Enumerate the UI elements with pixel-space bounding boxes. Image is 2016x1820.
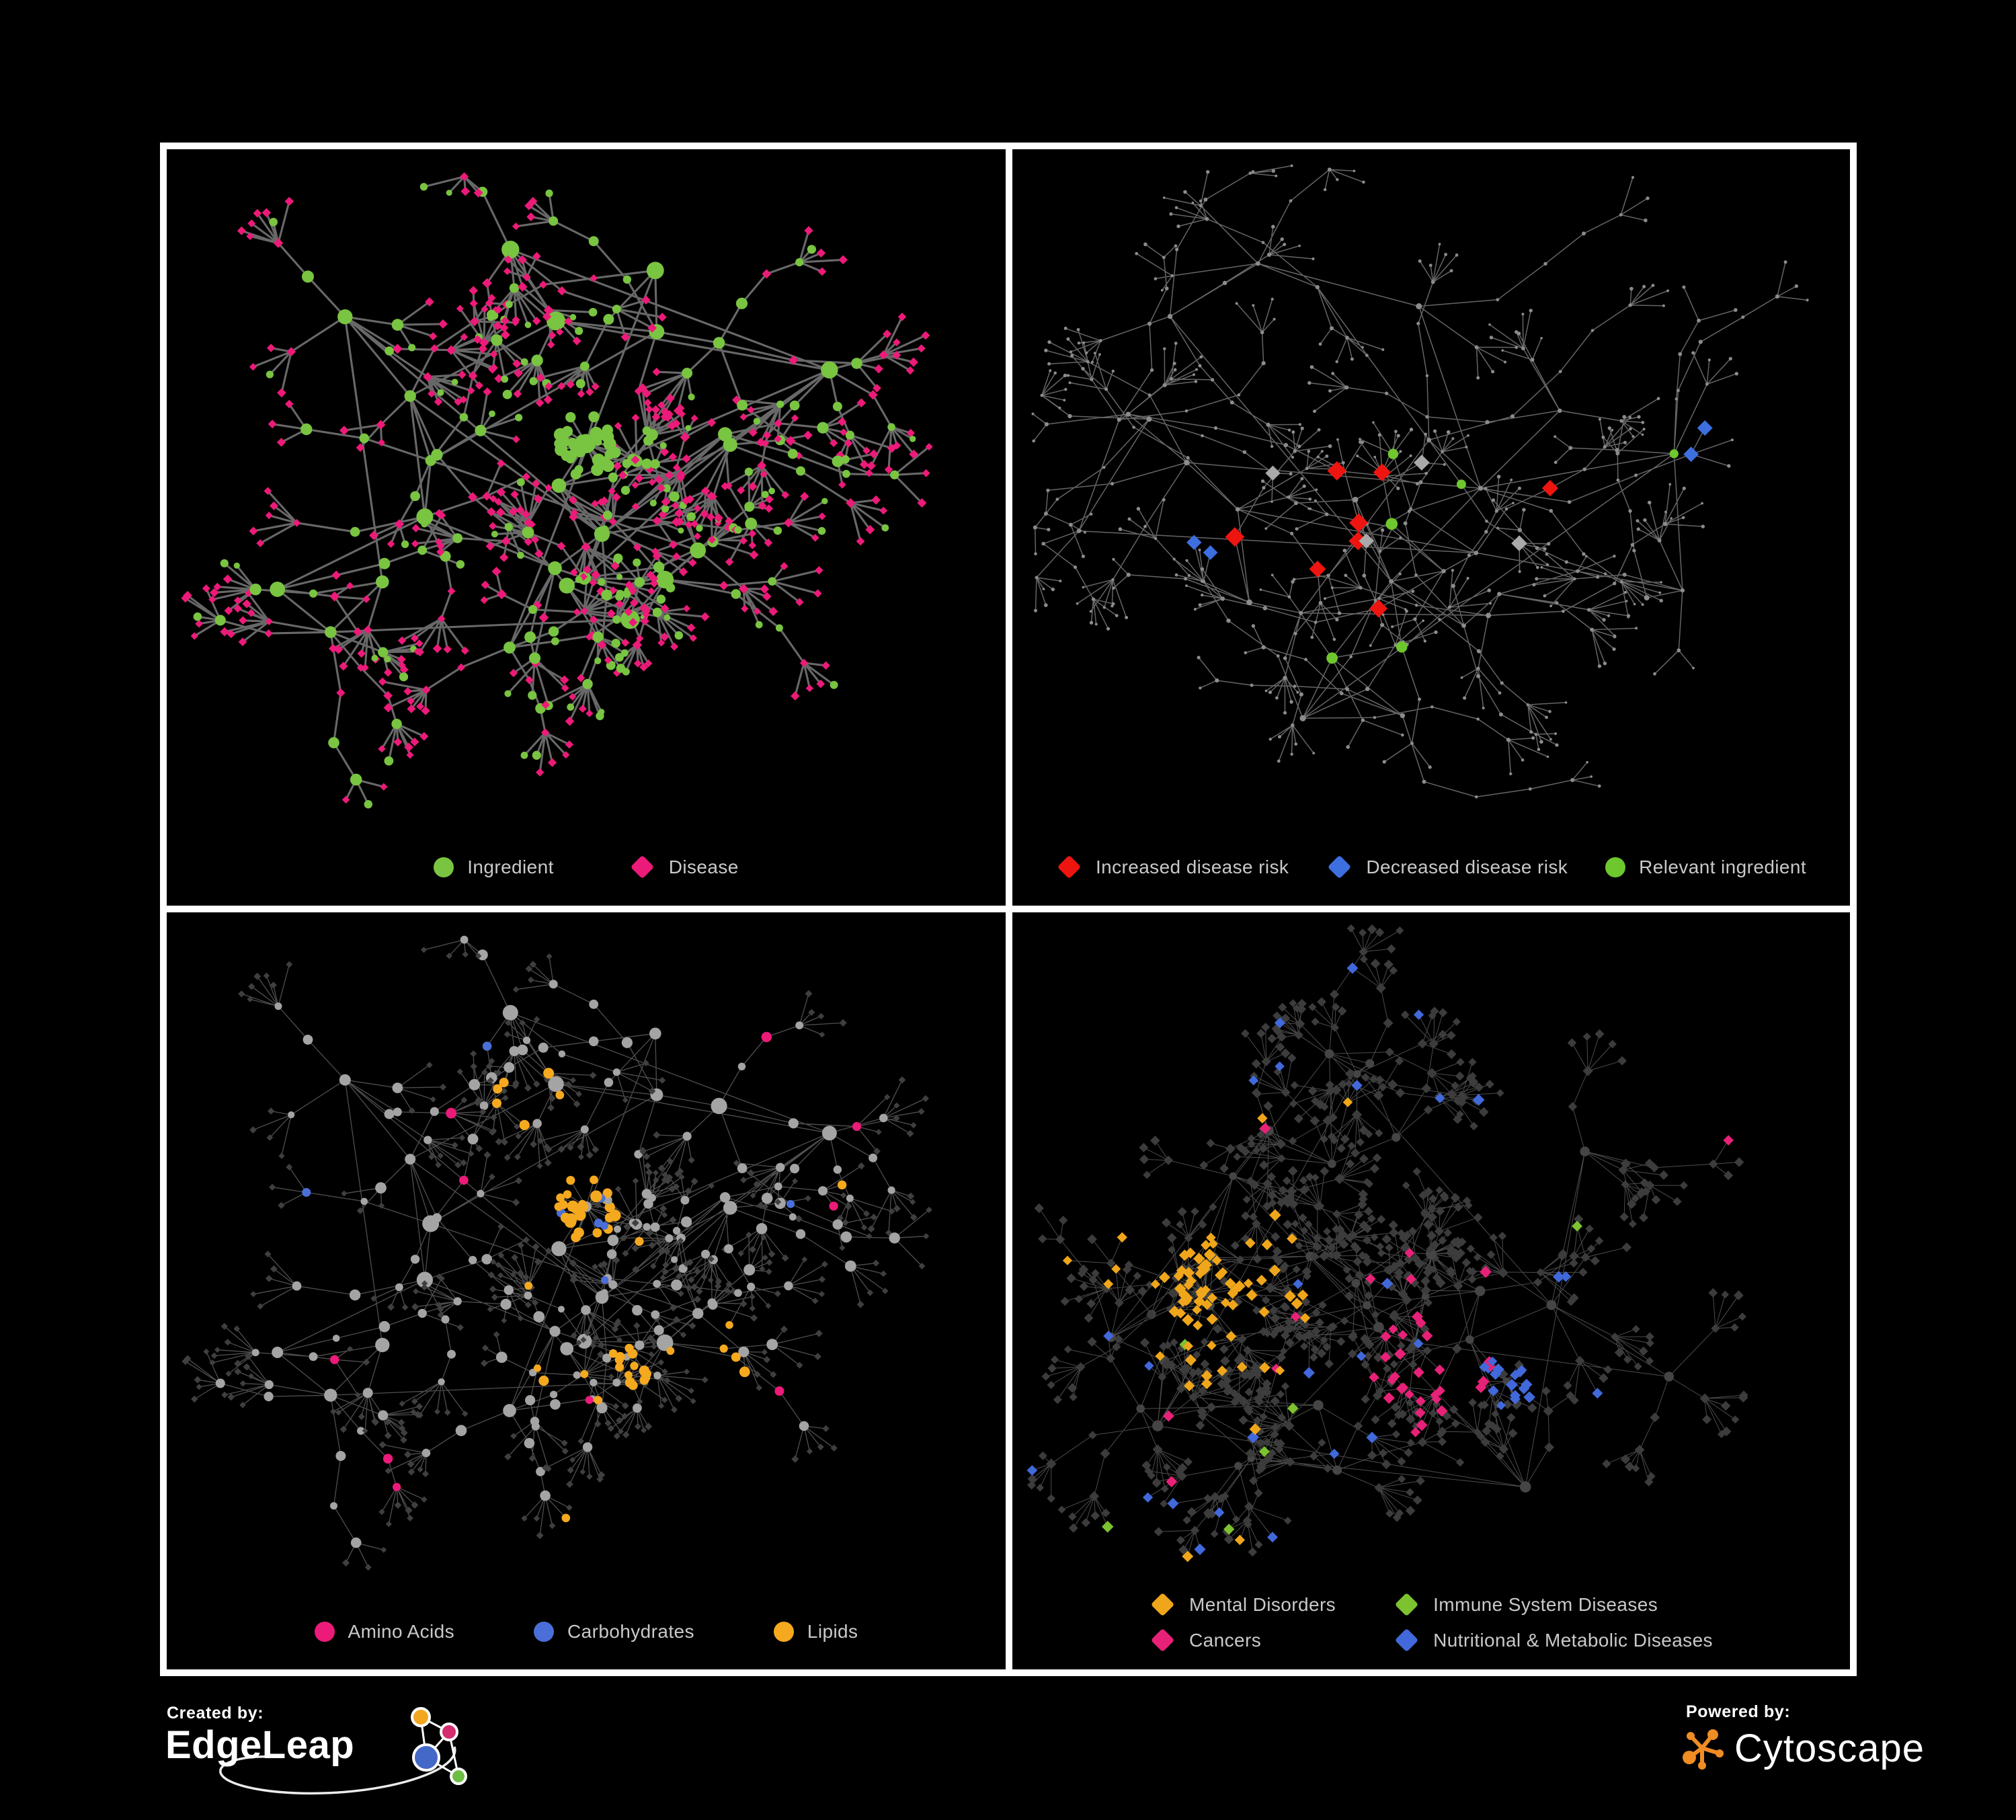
carbohydrates-swatch-circle: [534, 1622, 555, 1642]
powered-by-label: Powered by:: [1686, 1702, 1791, 1721]
disease-risk-legend: Increased disease risk Decreased disease …: [1012, 855, 1850, 879]
edgeleap-swoosh: [219, 1746, 456, 1795]
legend-label: Carbohydrates: [567, 1621, 694, 1642]
legend-item-disease: Disease: [629, 855, 739, 879]
amino-acids-swatch-circle: [314, 1622, 335, 1642]
legend-label: Amino Acids: [348, 1621, 455, 1642]
legend-item-carbohydrates: Carbohydrates: [534, 1621, 694, 1643]
legend-item-relevant-ingredient: Relevant ingredient: [1605, 857, 1806, 878]
legend-item-lipids: Lipids: [773, 1621, 858, 1643]
nutrient-categories-network: [182, 935, 932, 1571]
cytoscape-logo-nodes: [1683, 1729, 1724, 1770]
network-highlight-nodes: [302, 1031, 862, 1523]
legend-label: Decreased disease risk: [1366, 856, 1568, 877]
disease-risk-network: [1031, 164, 1809, 799]
cancers-swatch-diamond: [1150, 1628, 1175, 1653]
legend-item-amino-acids: Amino Acids: [314, 1621, 455, 1643]
immune-system-diseases-swatch-diamond: [1394, 1592, 1419, 1617]
edgeleap-node-blue: [412, 1743, 440, 1772]
network-base-nodes: [1031, 164, 1809, 799]
created-by-label: Created by:: [167, 1704, 264, 1723]
legend-item-nutritional-metabolic-diseases: Nutritional & Metabolic Diseases: [1394, 1628, 1713, 1653]
legend-label: Mental Disorders: [1189, 1593, 1336, 1615]
legend-label: Cancers: [1189, 1629, 1262, 1651]
edgeleap-brand: EdgeLeap: [165, 1723, 355, 1767]
ingredient-disease-legend: Ingredient Disease: [167, 855, 1006, 879]
legend-item-cancers: Cancers: [1150, 1628, 1336, 1653]
legend-label: Nutritional & Metabolic Diseases: [1433, 1629, 1713, 1651]
legend-item-decreased-disease-risk: Decreased disease risk: [1326, 855, 1568, 879]
network-base-nodes: [182, 935, 932, 1571]
disease-swatch-diamond: [630, 855, 654, 879]
nutrient-categories-panel: Amino Acids Carbohydrates Lipids: [160, 906, 1012, 1676]
disease-categories-legend: Mental Disorders Immune System Diseases Ca…: [1012, 1592, 1850, 1653]
ingredient-swatch-circle: [434, 857, 454, 877]
disease-risk-panel: Increased disease risk Decreased disease …: [1006, 143, 1857, 912]
edgeleap-logo: [219, 1707, 467, 1795]
increased-disease-risk-swatch-diamond: [1057, 855, 1082, 879]
edgeleap-node-pink: [440, 1723, 458, 1741]
lipids-swatch-circle: [773, 1622, 794, 1642]
edgeleap-node-green: [450, 1768, 467, 1785]
ingredient-disease-network: [181, 172, 933, 809]
relevant-ingredient-swatch-circle: [1605, 857, 1626, 877]
legend-label: Disease: [668, 856, 739, 877]
disease-categories-panel: Mental Disorders Immune System Diseases Ca…: [1006, 906, 1857, 1676]
legend-label: Relevant ingredient: [1639, 856, 1807, 877]
nutritional-metabolic-diseases-swatch-diamond: [1394, 1628, 1419, 1653]
powered-by-block: Powered by: Cytosc: [1682, 1702, 1925, 1771]
network-edges: [1031, 928, 1744, 1557]
nutrient-categories-legend: Amino Acids Carbohydrates Lipids: [167, 1621, 1006, 1643]
legend-item-increased-disease-risk: Increased disease risk: [1056, 855, 1289, 879]
ingredient-disease-panel: Ingredient Disease: [160, 143, 1012, 912]
disease-categories-network: [1026, 924, 1748, 1562]
legend-label: Increased disease risk: [1095, 856, 1289, 877]
legend-label: Lipids: [807, 1621, 858, 1642]
cytoscape-brand: Cytoscape: [1734, 1727, 1925, 1770]
edgeleap-node-orange: [411, 1707, 431, 1727]
legend-item-immune-system-diseases: Immune System Diseases: [1394, 1592, 1713, 1617]
cytoscape-logo: [1683, 1729, 1724, 1770]
mental-disorders-swatch-diamond: [1150, 1592, 1175, 1617]
legend-item-ingredient: Ingredient: [434, 857, 554, 878]
legend-item-mental-disorders: Mental Disorders: [1150, 1592, 1336, 1617]
network-base-nodes: [1027, 924, 1748, 1557]
legend-label: Ingredient: [467, 856, 554, 877]
created-by-block: Created by: EdgeLeap: [160, 1698, 483, 1813]
network-highlight-nodes: [1026, 962, 1734, 1562]
decreased-disease-risk-swatch-diamond: [1328, 855, 1352, 879]
legend-label: Immune System Diseases: [1433, 1593, 1658, 1615]
